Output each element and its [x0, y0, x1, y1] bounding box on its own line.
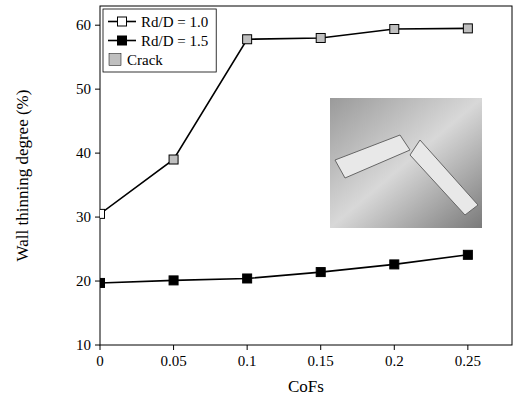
x-tick [173, 345, 174, 350]
inset-photo [330, 98, 482, 228]
legend-label: Rd/D = 1.5 [141, 33, 208, 49]
x-tick-label: 0 [96, 353, 104, 369]
legend-marker [118, 17, 127, 26]
point [100, 278, 105, 287]
y-tick [95, 153, 100, 154]
point [243, 35, 252, 44]
point [390, 25, 399, 34]
legend-marker [109, 54, 121, 66]
y-tick [95, 217, 100, 218]
legend-label: Rd/D = 1.0 [141, 14, 208, 30]
y-tick-label: 20 [76, 273, 91, 289]
point [169, 276, 178, 285]
x-tick-label: 0.2 [385, 353, 404, 369]
point [463, 24, 472, 33]
legend-marker [118, 36, 127, 45]
y-tick [95, 89, 100, 90]
plot-frame [100, 6, 512, 345]
y-tick [95, 281, 100, 282]
x-tick-label: 0.05 [160, 353, 186, 369]
x-tick [100, 345, 101, 350]
point [243, 274, 252, 283]
y-tick-label: 10 [76, 337, 91, 353]
x-tick [247, 345, 248, 350]
point [169, 155, 178, 164]
point [316, 33, 325, 42]
x-tick-label: 0.15 [308, 353, 334, 369]
point [100, 209, 105, 218]
point [463, 250, 472, 259]
point [390, 260, 399, 269]
data-group [100, 24, 472, 288]
y-tick-label: 40 [76, 145, 91, 161]
legend-box [103, 9, 216, 72]
series-line [100, 28, 468, 213]
y-tick [95, 345, 100, 346]
x-tick [394, 345, 395, 350]
inset-photo-pipe [335, 135, 410, 178]
series-line [100, 255, 468, 283]
y-tick-label: 60 [76, 17, 91, 33]
x-axis-title: CoFs [288, 377, 324, 396]
chart: 10 20 30 40 50 60 0 0.05 0.1 0.15 0.2 0.25 CoFs Wall … [0, 0, 528, 399]
inset-photo-pipe [410, 140, 478, 215]
legend-label: Crack [127, 52, 163, 68]
x-tick-label: 0.1 [238, 353, 257, 369]
y-tick [95, 25, 100, 26]
y-axis-title: Wall thinning degree (%) [13, 90, 32, 262]
x-tick [467, 345, 468, 350]
y-tick-label: 50 [76, 81, 91, 97]
x-tick [320, 345, 321, 350]
y-tick-label: 30 [76, 209, 91, 225]
point [316, 268, 325, 277]
legend: Rd/D = 1.0 Rd/D = 1.5 Crack [103, 9, 216, 72]
x-tick-label: 0.25 [455, 353, 481, 369]
